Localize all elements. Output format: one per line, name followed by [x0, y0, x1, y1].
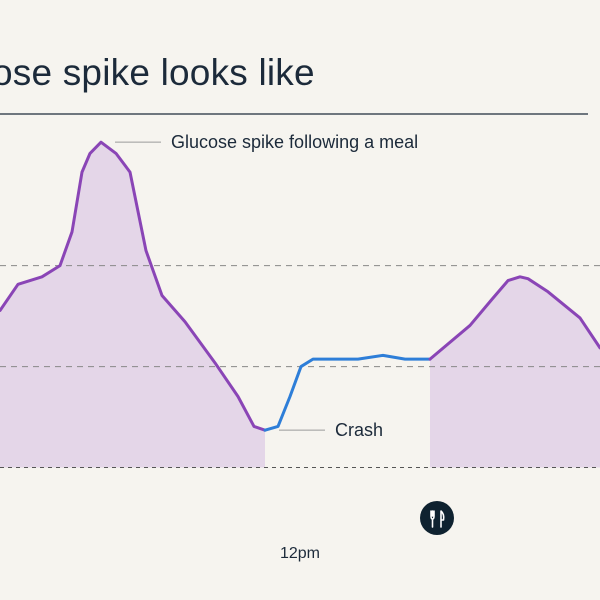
- series-line-spike-2: [428, 275, 600, 361]
- series-line-spike-1: [0, 140, 267, 432]
- fork-knife-icon: [420, 501, 454, 535]
- area-spike-2: [430, 276, 600, 468]
- area-spike-1: [0, 142, 265, 468]
- series-line-crash-recovery: [263, 353, 432, 432]
- x-tick-label: 12pm: [280, 545, 320, 562]
- annotation-label-2: Crash: [335, 420, 383, 440]
- annotation-label-1: Glucose spike following a meal: [171, 132, 418, 152]
- chart-title: ose spike looks like: [0, 52, 315, 93]
